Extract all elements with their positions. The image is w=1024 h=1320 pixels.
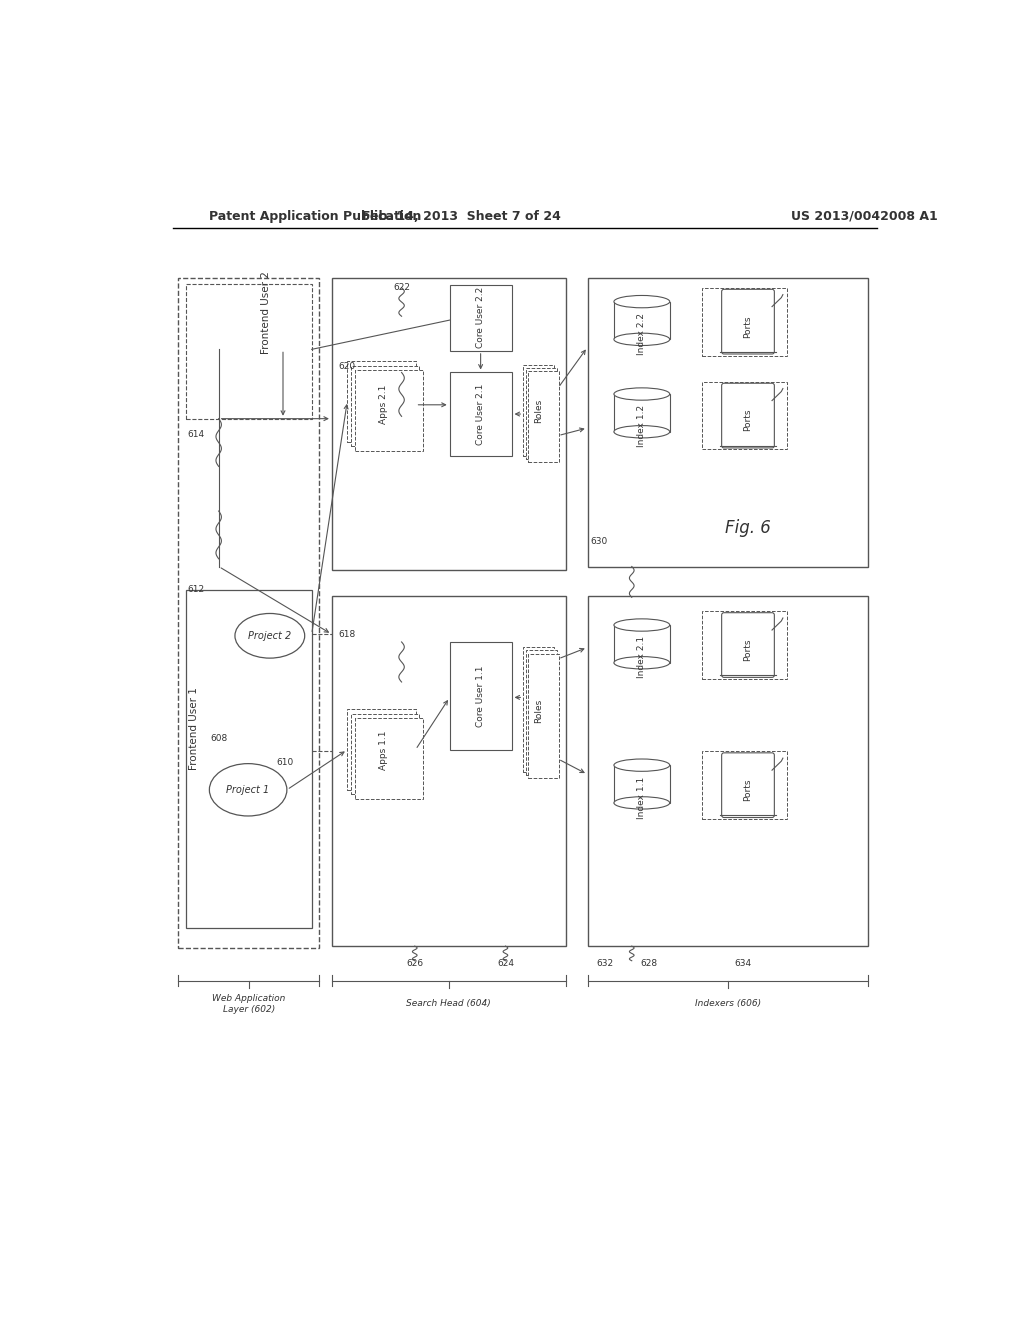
Text: 614: 614	[187, 429, 205, 438]
Text: US 2013/0042008 A1: US 2013/0042008 A1	[791, 210, 937, 223]
Text: 610: 610	[275, 759, 293, 767]
Text: 608: 608	[211, 734, 228, 743]
FancyBboxPatch shape	[722, 752, 774, 817]
Text: Roles: Roles	[535, 399, 544, 424]
Text: Web Application
Layer (602): Web Application Layer (602)	[212, 994, 286, 1014]
Bar	[351, 714, 420, 795]
Text: Frontend User 1: Frontend User 1	[188, 686, 199, 770]
Bar	[528, 653, 559, 779]
Text: Ports: Ports	[743, 409, 753, 432]
Ellipse shape	[234, 614, 305, 659]
Text: Ports: Ports	[743, 639, 753, 661]
Text: 624: 624	[497, 958, 514, 968]
Text: Index 2.1: Index 2.1	[637, 636, 646, 678]
Text: 622: 622	[393, 284, 410, 292]
Text: Core User 2.2: Core User 2.2	[476, 288, 485, 348]
Bar	[701, 381, 786, 449]
Bar	[332, 277, 566, 570]
Bar	[355, 718, 423, 799]
Text: Ports: Ports	[743, 315, 753, 338]
Bar	[450, 642, 512, 750]
Bar	[588, 277, 868, 566]
Text: Core User 2.1: Core User 2.1	[476, 383, 485, 445]
Bar	[614, 766, 670, 803]
Text: Project 1: Project 1	[226, 785, 269, 795]
Bar	[450, 372, 512, 455]
Text: Search Head (604): Search Head (604)	[407, 999, 492, 1008]
Text: 632: 632	[596, 958, 613, 968]
Text: 628: 628	[640, 958, 657, 968]
Bar	[701, 288, 786, 355]
Bar	[614, 626, 670, 663]
FancyBboxPatch shape	[722, 612, 774, 677]
Text: 618: 618	[339, 630, 356, 639]
Ellipse shape	[614, 388, 670, 400]
Bar	[525, 368, 557, 459]
Text: Ports: Ports	[743, 779, 753, 801]
Text: Core User 1.1: Core User 1.1	[476, 665, 485, 726]
Text: 634: 634	[734, 958, 752, 968]
Bar	[614, 302, 670, 339]
Ellipse shape	[614, 333, 670, 346]
Text: Frontend User 2: Frontend User 2	[261, 271, 271, 354]
Text: Index 2.2: Index 2.2	[637, 313, 646, 355]
Bar	[355, 370, 423, 451]
Text: 620: 620	[339, 362, 356, 371]
Bar	[332, 595, 566, 946]
Bar	[186, 284, 311, 418]
Text: Index 1.2: Index 1.2	[637, 405, 646, 447]
Ellipse shape	[614, 797, 670, 809]
Bar	[588, 595, 868, 946]
Bar	[450, 285, 512, 351]
Ellipse shape	[614, 425, 670, 438]
Bar	[523, 364, 554, 455]
Bar	[178, 277, 319, 948]
FancyBboxPatch shape	[722, 383, 774, 447]
FancyBboxPatch shape	[722, 289, 774, 354]
Ellipse shape	[614, 656, 670, 669]
Text: Project 2: Project 2	[248, 631, 292, 640]
Bar	[701, 751, 786, 818]
Text: 630: 630	[591, 537, 608, 546]
Text: 612: 612	[187, 585, 205, 594]
Bar	[523, 647, 554, 772]
Text: Roles: Roles	[535, 700, 544, 723]
Text: Apps 2.1: Apps 2.1	[379, 385, 388, 425]
Text: Fig. 6: Fig. 6	[725, 519, 771, 537]
Bar	[525, 651, 557, 775]
Text: 626: 626	[407, 958, 423, 968]
Ellipse shape	[209, 763, 287, 816]
Bar	[351, 366, 420, 446]
Text: Apps 1.1: Apps 1.1	[379, 730, 388, 770]
Bar	[347, 709, 416, 789]
Bar	[528, 371, 559, 462]
Text: Patent Application Publication: Patent Application Publication	[209, 210, 422, 223]
Bar	[701, 611, 786, 678]
Bar	[347, 360, 416, 442]
Text: Feb. 14, 2013  Sheet 7 of 24: Feb. 14, 2013 Sheet 7 of 24	[361, 210, 561, 223]
Text: Indexers (606): Indexers (606)	[695, 999, 761, 1008]
Bar	[614, 393, 670, 432]
Ellipse shape	[614, 296, 670, 308]
Bar	[186, 590, 311, 928]
Ellipse shape	[614, 619, 670, 631]
Text: Index 1.1: Index 1.1	[637, 776, 646, 818]
Ellipse shape	[614, 759, 670, 771]
